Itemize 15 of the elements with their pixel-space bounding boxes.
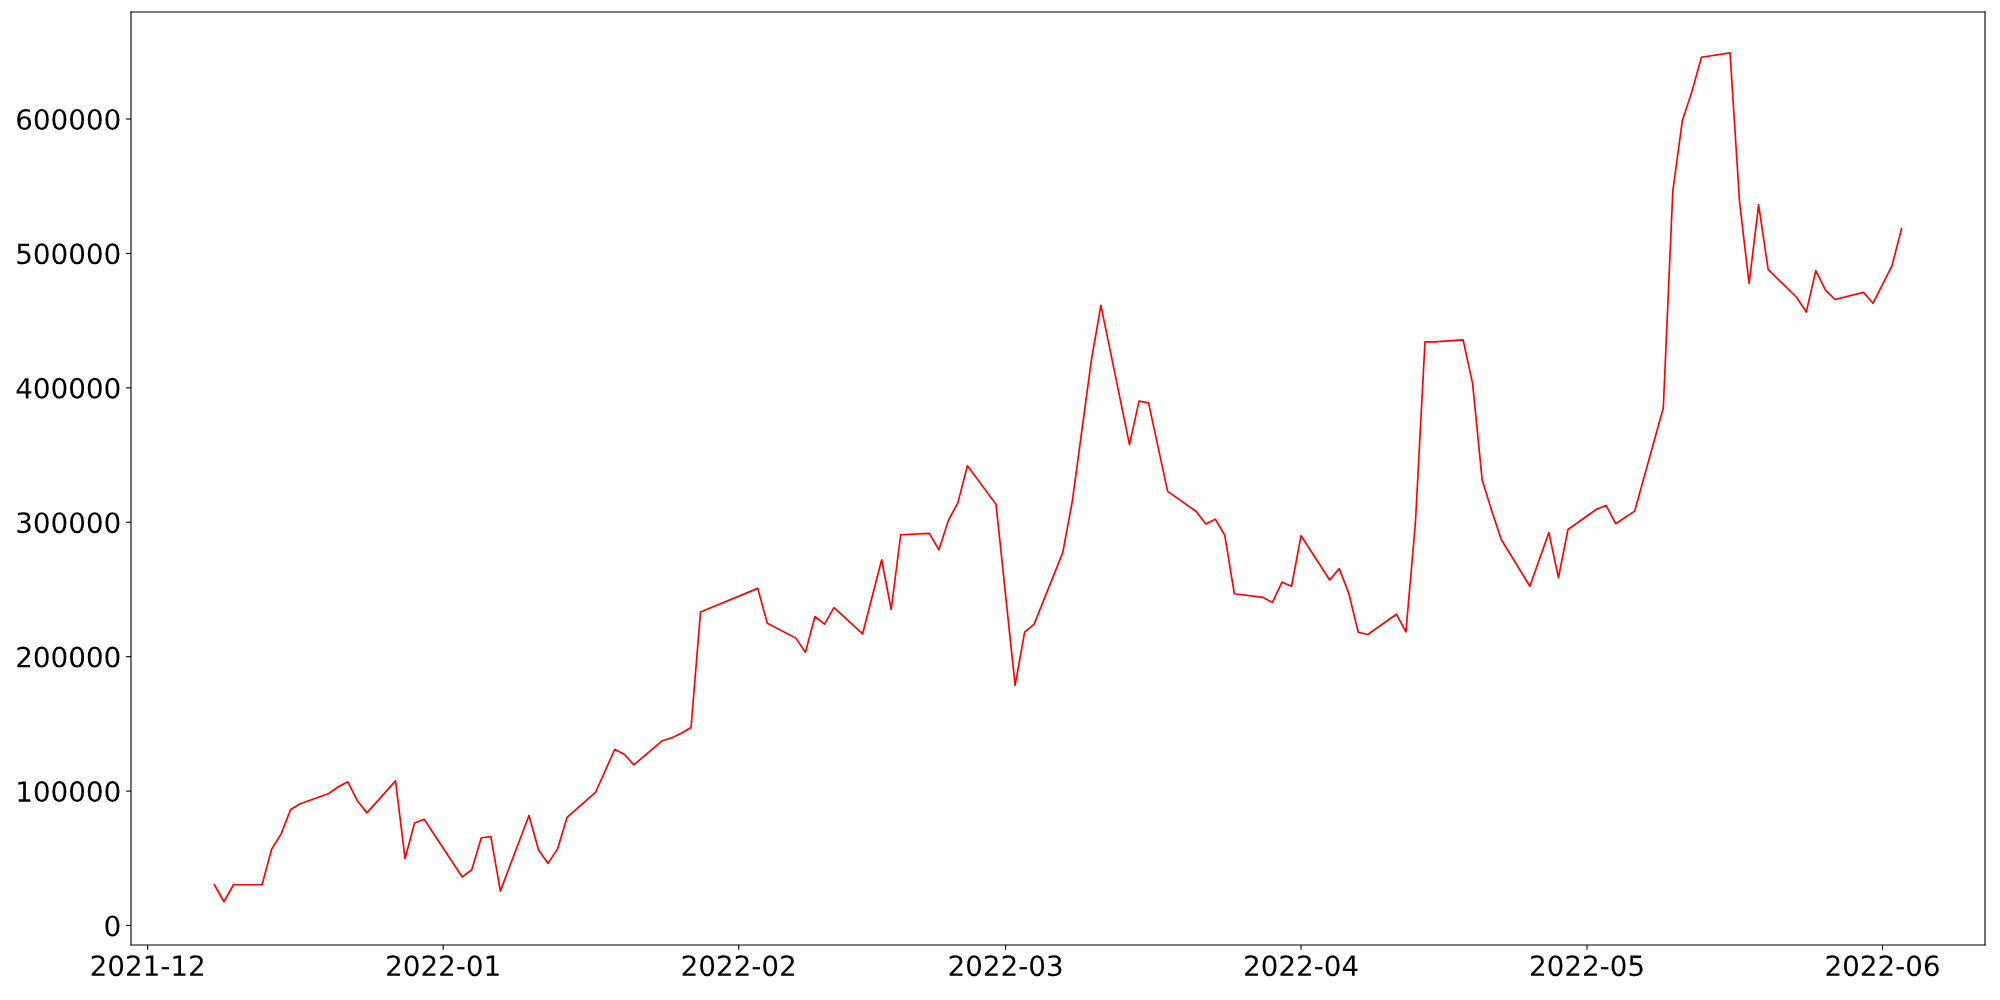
x-tick-label: 2022-01 [387, 955, 499, 977]
line-series [213, 52, 1903, 903]
x-tick-label: 2022-05 [1531, 955, 1643, 977]
y-tick-label: 0 [105, 915, 120, 937]
x-tick-label: 2021-12 [91, 955, 203, 977]
y-tick-label: 300000 [17, 512, 120, 534]
x-tick-label: 2022-04 [1245, 955, 1358, 977]
y-tick-label: 200000 [17, 646, 120, 668]
y-tick-label: 500000 [17, 243, 120, 265]
y-tick-label: 400000 [16, 377, 120, 399]
y-tick-label: 100000 [18, 781, 120, 803]
x-tick-label: 2022-06 [1826, 955, 1939, 977]
x-tick-label: 2022-03 [949, 955, 1062, 977]
x-tick-label: 2022-02 [682, 955, 794, 977]
y-tick-label: 600000 [17, 108, 120, 130]
